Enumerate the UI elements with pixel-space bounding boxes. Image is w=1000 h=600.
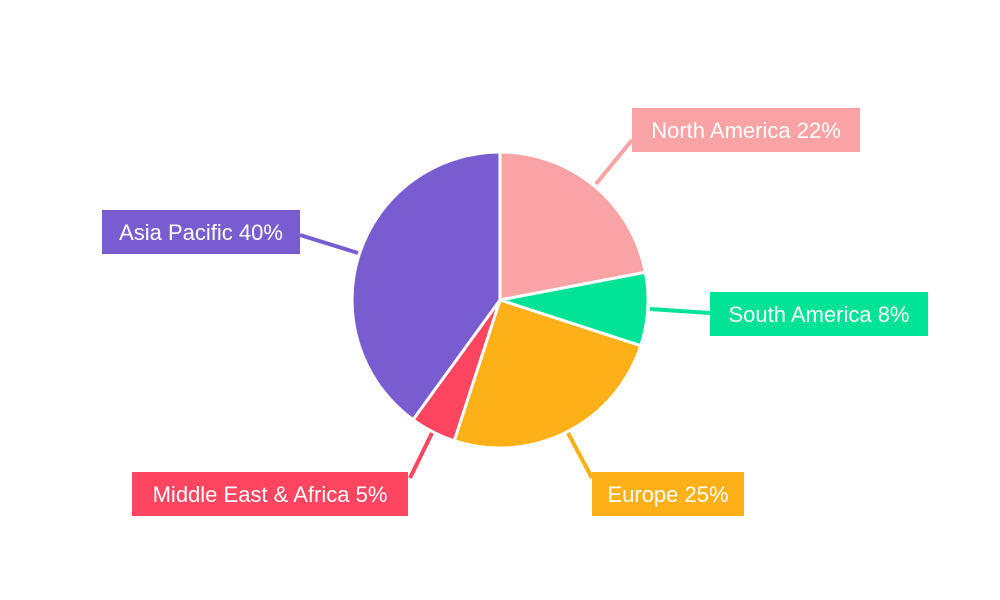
leader-line (566, 432, 594, 479)
label-box (710, 292, 928, 336)
slice-label: Asia Pacific 40% (119, 220, 283, 245)
leader-line (408, 432, 434, 479)
pie-slice-asia-pacific[interactable] (350, 150, 502, 422)
pie-slice-north-america[interactable] (498, 150, 648, 302)
pie-slice-europe[interactable] (452, 298, 643, 450)
slice-label: Europe 25% (607, 482, 728, 507)
slice-label: Middle East & Africa 5% (153, 482, 388, 507)
label-box (102, 210, 300, 254)
leader-line (299, 233, 359, 255)
slice-label: North America 22% (651, 118, 841, 143)
label-box (592, 472, 744, 516)
leader-line (594, 138, 634, 186)
label-box (632, 108, 860, 152)
leader-line (649, 307, 711, 315)
label-box (132, 472, 408, 516)
slice-label: South America 8% (729, 302, 910, 327)
